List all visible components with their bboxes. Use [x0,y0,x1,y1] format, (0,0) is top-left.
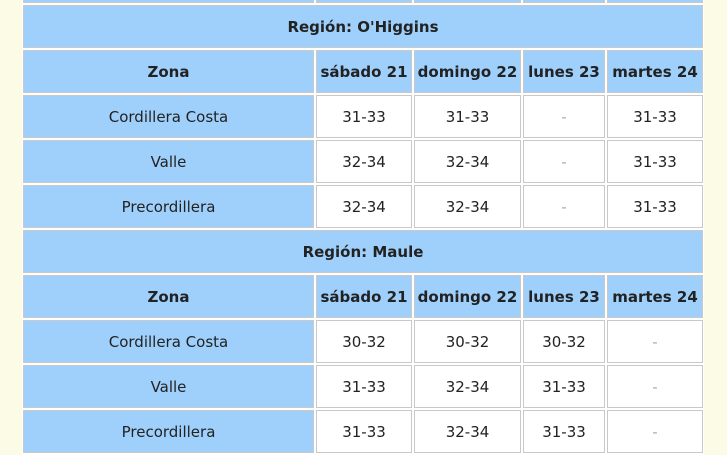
temp-cell: - [607,365,703,408]
zone-cell: Cordillera Costa [23,320,314,363]
temp-cell: 31-33 [316,95,412,138]
region-title: Región: O'Higgins [23,5,703,48]
zone-cell: Valle [23,140,314,183]
cut-cell [607,0,703,3]
cut-cell [23,0,314,3]
cut-cell [316,0,412,3]
temp-cell: 30-32 [316,320,412,363]
forecast-table: Región: O'Higgins Zona sábado 21 domingo 22… [22,0,704,455]
cut-cell [523,0,605,3]
temp-cell: - [523,140,605,183]
column-header: lunes 23 [523,275,605,318]
temp-cell: 32-34 [316,140,412,183]
zone-cell: Valle [23,365,314,408]
column-header: domingo 22 [414,50,521,93]
temp-cell: - [607,320,703,363]
zone-cell: Precordillera [23,410,314,453]
column-header: martes 24 [607,50,703,93]
temp-cell: 31-33 [523,410,605,453]
temp-cell: - [523,185,605,228]
column-header: Zona [23,50,314,93]
column-header: sábado 21 [316,275,412,318]
cut-cell [414,0,521,3]
column-header: lunes 23 [523,50,605,93]
column-header: martes 24 [607,275,703,318]
temp-cell: 31-33 [414,95,521,138]
temp-cell: 32-34 [414,140,521,183]
temp-cell: 32-34 [414,365,521,408]
temp-cell: - [607,410,703,453]
temp-cell: - [523,95,605,138]
temp-cell: 31-33 [316,365,412,408]
temp-cell: 32-34 [414,410,521,453]
column-header: domingo 22 [414,275,521,318]
temp-cell: 32-34 [414,185,521,228]
zone-cell: Precordillera [23,185,314,228]
temp-cell: 31-33 [607,95,703,138]
column-header: Zona [23,275,314,318]
region-title: Región: Maule [23,230,703,273]
temp-cell: 31-33 [607,140,703,183]
temp-cell: 31-33 [607,185,703,228]
temp-cell: 31-33 [523,365,605,408]
temp-cell: 30-32 [523,320,605,363]
temp-cell: 31-33 [316,410,412,453]
column-header: sábado 21 [316,50,412,93]
temp-cell: 30-32 [414,320,521,363]
temp-cell: 32-34 [316,185,412,228]
zone-cell: Cordillera Costa [23,95,314,138]
